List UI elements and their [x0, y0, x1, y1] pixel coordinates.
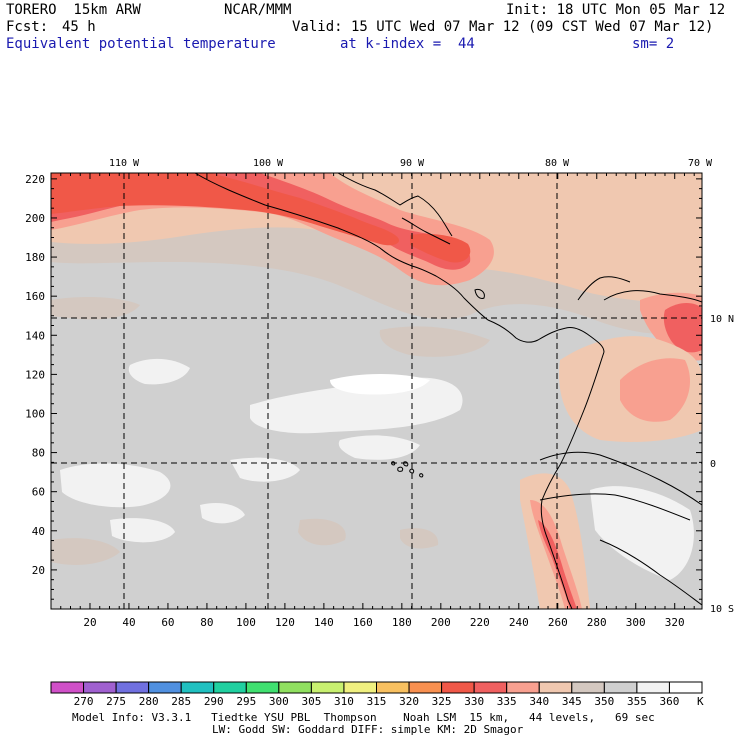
colorbar-level-label: 340 [529, 695, 549, 708]
y-tick-label: 140 [25, 329, 45, 342]
x-tick-label: 280 [587, 616, 607, 629]
x-tick-label: 40 [122, 616, 135, 629]
colorbar-swatch [343, 681, 378, 694]
x-tick-label: 60 [161, 616, 174, 629]
colorbar [50, 681, 703, 694]
colorbar-level-label: 310 [334, 695, 354, 708]
y-tick-label: 100 [25, 407, 45, 420]
colorbar-unit: K [697, 695, 704, 708]
colorbar-level-label: 335 [497, 695, 517, 708]
x-tick-label: 300 [626, 616, 646, 629]
x-tick-label: 160 [353, 616, 373, 629]
colorbar-swatch [603, 681, 638, 694]
lon-label-90w: 90 W [400, 158, 425, 169]
colorbar-swatch [278, 681, 312, 694]
lat-label-0: 0 [710, 459, 716, 470]
colorbar-swatch [668, 681, 703, 694]
x-tick-label: 260 [548, 616, 568, 629]
lon-label-70w: 70 W [688, 158, 713, 169]
latitude-labels: 10 N 0 10 S [710, 314, 734, 615]
lon-label-100w: 100 W [253, 158, 284, 169]
model-info-line1: Model Info: V3.3.1 Tiedtke YSU PBL Thomp… [72, 711, 655, 724]
longitude-labels: 110 W 100 W 90 W 80 W 70 W [109, 158, 713, 169]
colorbar-level-label: 270 [74, 695, 94, 708]
lon-label-80w: 80 W [545, 158, 570, 169]
valid-time: Valid: 15 UTC Wed 07 Mar 12 (09 CST Wed … [292, 19, 714, 35]
colorbar-labels: 270 275 280 285 290 295 300 305 310 315 320 325 330 3… [74, 695, 680, 708]
lat-label-10n: 10 N [710, 314, 734, 325]
x-tick-label: 100 [236, 616, 256, 629]
x-tick-label: 180 [392, 616, 412, 629]
y-tick-label: 20 [32, 564, 45, 577]
coastlines [194, 173, 702, 609]
colorbar-swatch [310, 681, 345, 694]
colorbar-swatch [83, 681, 117, 694]
colorbar-level-label: 305 [301, 695, 321, 708]
x-tick-label: 200 [431, 616, 451, 629]
colorbar-level-label: 280 [139, 695, 159, 708]
x-tick-labels: 20 40 60 80 100 120 140 160 180 200 220 240 260 280 30… [83, 616, 684, 629]
colorbar-swatch [115, 681, 150, 694]
colorbar-level-label: 295 [236, 695, 256, 708]
colorbar-level-label: 320 [399, 695, 419, 708]
x-tick-label: 320 [665, 616, 685, 629]
y-tick-label: 120 [25, 368, 45, 381]
y-tick-label: 60 [32, 486, 45, 499]
level-info: at k-index = 44 [340, 36, 475, 52]
colorbar-swatch [441, 681, 475, 694]
init-time: Init: 18 UTC Mon 05 Mar 12 [506, 2, 726, 18]
colorbar-swatch [50, 681, 85, 694]
x-tick-label: 80 [200, 616, 213, 629]
colorbar-swatch [245, 681, 280, 694]
colorbar-swatch [571, 681, 605, 694]
colorbar-swatch [148, 681, 182, 694]
colorbar-swatch [473, 681, 508, 694]
colorbar-swatch [408, 681, 443, 694]
colorbar-level-label: 330 [464, 695, 484, 708]
x-tick-label: 20 [83, 616, 96, 629]
map-frame [50, 172, 703, 610]
latlon-grid [51, 173, 702, 609]
colorbar-level-label: 275 [106, 695, 126, 708]
colorbar-level-label: 360 [660, 695, 680, 708]
forecast-label: Fcst: [6, 19, 49, 35]
y-tick-label: 220 [25, 173, 45, 186]
colorbar-swatch [213, 681, 247, 694]
model-info-line2: LW: Godd SW: Goddard DIFF: simple KM: 2D… [212, 723, 524, 736]
colorbar-level-label: 355 [627, 695, 647, 708]
temperature-field [51, 173, 702, 609]
y-tick-label: 40 [32, 525, 45, 538]
colorbar-level-label: 325 [432, 695, 452, 708]
y-tick-label: 80 [32, 447, 45, 460]
y-tick-labels: 220 200 180 160 140 120 100 80 60 40 20 [25, 173, 45, 577]
y-tick-label: 200 [25, 212, 45, 225]
colorbar-swatch [376, 681, 410, 694]
x-tick-label: 140 [314, 616, 334, 629]
org-label: NCAR/MMM [224, 2, 292, 18]
y-tick-label: 180 [25, 251, 45, 264]
lon-label-110w: 110 W [109, 158, 140, 169]
axis-ticks [51, 173, 702, 609]
colorbar-swatch [538, 681, 573, 694]
smoothing-info: sm= 2 [632, 36, 675, 52]
x-tick-label: 240 [509, 616, 529, 629]
colorbar-swatch [506, 681, 540, 694]
colorbar-level-label: 350 [594, 695, 614, 708]
colorbar-swatch [180, 681, 215, 694]
lat-label-10s: 10 S [710, 604, 734, 615]
forecast-hour: 45 h [62, 19, 96, 35]
colorbar-level-label: 300 [269, 695, 289, 708]
model-title: TORERO 15km ARW [6, 2, 141, 18]
field-name: Equivalent potential temperature [6, 36, 276, 52]
colorbar-level-label: 285 [171, 695, 191, 708]
colorbar-level-label: 315 [367, 695, 387, 708]
x-tick-label: 120 [275, 616, 295, 629]
colorbar-swatch [636, 681, 670, 694]
colorbar-level-label: 345 [562, 695, 582, 708]
y-tick-label: 160 [25, 290, 45, 303]
colorbar-level-label: 290 [204, 695, 224, 708]
x-tick-label: 220 [470, 616, 490, 629]
